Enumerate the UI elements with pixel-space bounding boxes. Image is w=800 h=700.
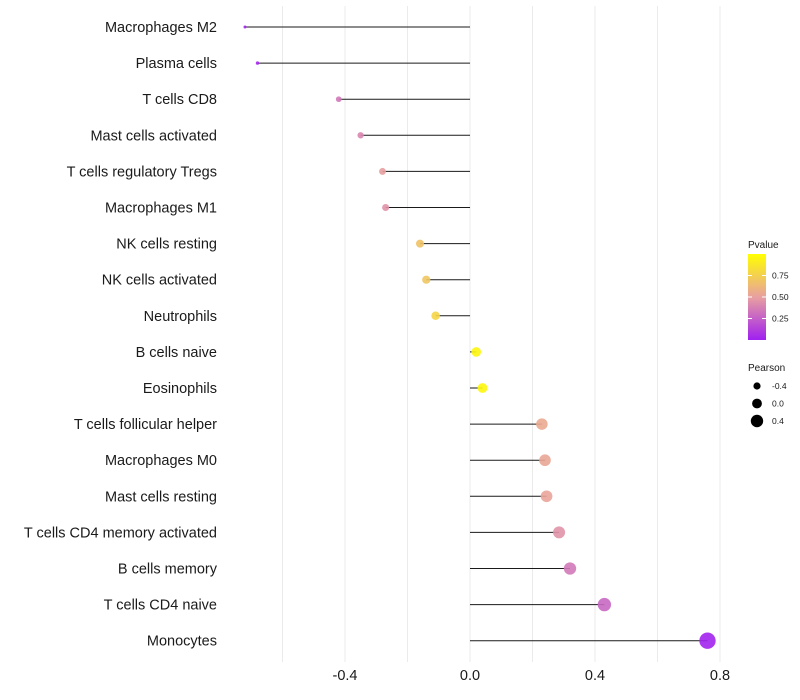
pvalue-legend: Pvalue 0.25 0.50 0.75 (748, 240, 789, 340)
lollipop-point (382, 203, 390, 212)
lollipop-point (243, 25, 247, 29)
category-label: NK cells activated (102, 273, 217, 289)
x-tick-label: 0.4 (585, 668, 605, 684)
category-label: Macrophages M2 (105, 20, 217, 36)
category-label: Neutrophils (144, 309, 217, 325)
lollipop-point (563, 562, 577, 575)
pearson-legend-title: Pearson (748, 363, 785, 374)
pvalue-legend-title: Pvalue (748, 240, 779, 251)
size-legend-label: 0.0 (772, 399, 784, 409)
lollipop-point (335, 96, 342, 103)
pearson-legend: Pearson -0.4 0.0 0.4 (748, 363, 787, 428)
category-label: T cells follicular helper (74, 417, 217, 433)
colorbar-tick-label: 0.75 (772, 271, 789, 281)
lollipop-point (431, 311, 440, 321)
size-legend-label: -0.4 (772, 381, 787, 391)
lollipop-point (255, 61, 260, 65)
pvalue-colorbar (748, 254, 766, 340)
x-tick-label: 0.0 (460, 668, 480, 684)
category-label: T cells CD4 memory activated (24, 525, 217, 541)
size-legend-label: 0.4 (772, 416, 784, 426)
lollipop-point (597, 597, 612, 612)
colorbar-tick-label: 0.25 (772, 314, 789, 324)
category-label: T cells CD4 naive (104, 598, 217, 614)
gridlines (282, 6, 721, 662)
lollipop-point (357, 132, 364, 139)
lollipop-point (471, 347, 482, 357)
lollipop-point (477, 383, 488, 393)
lollipop-point (540, 490, 553, 503)
category-label: Mast cells activated (90, 128, 217, 144)
category-label: B cells memory (118, 562, 218, 578)
category-label: T cells CD8 (142, 92, 217, 108)
category-label: Plasma cells (136, 56, 217, 72)
lollipop-point (539, 454, 551, 467)
category-label: NK cells resting (116, 237, 217, 253)
x-axis-ticks: -0.4 0.0 0.4 0.8 (333, 668, 731, 684)
category-label: Macrophages M0 (105, 453, 217, 469)
size-legend-key (753, 382, 761, 390)
size-legend-key (752, 398, 762, 409)
lollipop-point (699, 632, 716, 649)
category-labels: Macrophages M2 Plasma cells T cells CD8 Mas… (24, 20, 218, 650)
lollipop-point (536, 418, 548, 430)
lollipop-stems (245, 26, 708, 642)
lollipop-points (243, 25, 716, 649)
size-legend-key (750, 414, 764, 428)
category-label: T cells regulatory Tregs (67, 164, 217, 180)
category-label: B cells naive (136, 345, 217, 361)
lollipop-point (415, 239, 425, 248)
lollipop-point (553, 526, 566, 539)
category-label: Eosinophils (143, 381, 217, 397)
x-tick-label: -0.4 (333, 668, 358, 684)
category-label: Macrophages M1 (105, 201, 217, 217)
category-label: Monocytes (147, 634, 217, 650)
x-tick-label: 0.8 (710, 668, 730, 684)
lollipop-point (422, 275, 431, 284)
lollipop-point (379, 167, 386, 175)
category-label: Mast cells resting (105, 489, 217, 505)
colorbar-tick-label: 0.50 (772, 292, 789, 302)
